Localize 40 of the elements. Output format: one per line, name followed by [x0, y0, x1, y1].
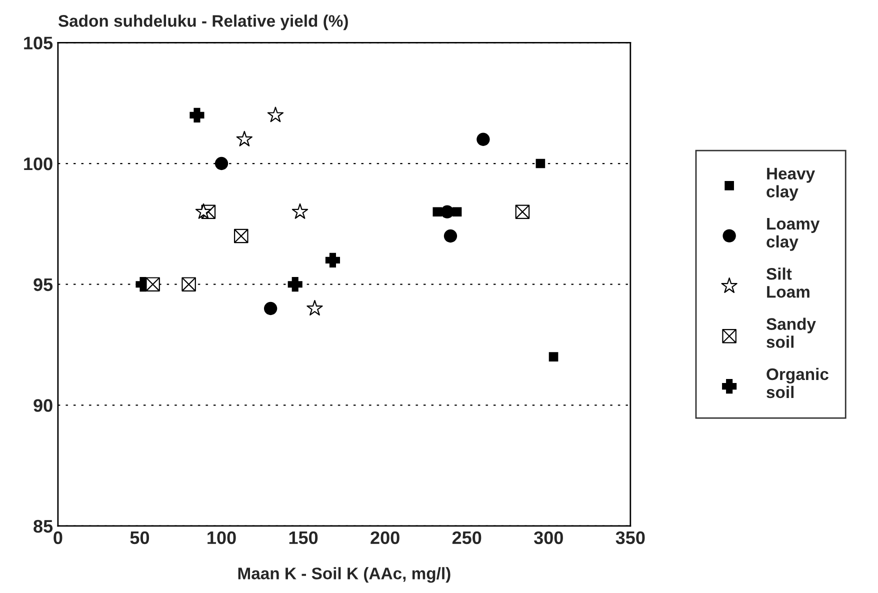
point — [288, 277, 302, 292]
legend-label: Heavy clay — [766, 168, 816, 201]
point — [267, 106, 284, 122]
point — [444, 229, 458, 243]
legend-label: Sandy soil — [766, 318, 816, 348]
point — [432, 207, 442, 217]
x-tick-label: 250 — [452, 531, 482, 544]
point — [146, 277, 160, 292]
x-axis-title: Maan K - Soil K (AAc, mg/l) — [238, 567, 450, 583]
point — [236, 130, 252, 146]
point — [182, 277, 196, 292]
x-tick-label: 50 — [130, 531, 150, 544]
point — [234, 228, 248, 244]
y-tick-label: 95 — [34, 278, 53, 292]
point — [536, 158, 546, 168]
point — [476, 132, 490, 146]
point — [325, 252, 340, 268]
point — [190, 108, 204, 122]
point — [292, 203, 308, 219]
x-tick-label: 150 — [289, 531, 318, 544]
point — [306, 300, 323, 316]
point — [515, 204, 530, 219]
y-tick-label: 105 — [24, 36, 53, 50]
point — [214, 156, 228, 170]
x-tick-label: 200 — [370, 531, 400, 544]
legend-label: Loamy clay — [766, 218, 820, 251]
point — [452, 207, 462, 217]
chart-title: Sadon suhdeluku - Relative yield (%) — [58, 14, 348, 30]
point — [548, 352, 558, 362]
y-tick-label: 85 — [34, 520, 53, 533]
x-tick-label: 350 — [616, 531, 645, 544]
x-tick-label: 0 — [54, 531, 62, 544]
y-tick-label: 90 — [34, 399, 52, 412]
x-tick-label: 300 — [534, 531, 563, 544]
y-tick-label: 100 — [24, 157, 52, 170]
x-tick-label: 100 — [208, 531, 236, 544]
point — [264, 302, 278, 316]
point — [195, 203, 212, 219]
legend-label: Silt Loam — [766, 268, 810, 298]
legend-label: Organic soil — [766, 368, 828, 398]
